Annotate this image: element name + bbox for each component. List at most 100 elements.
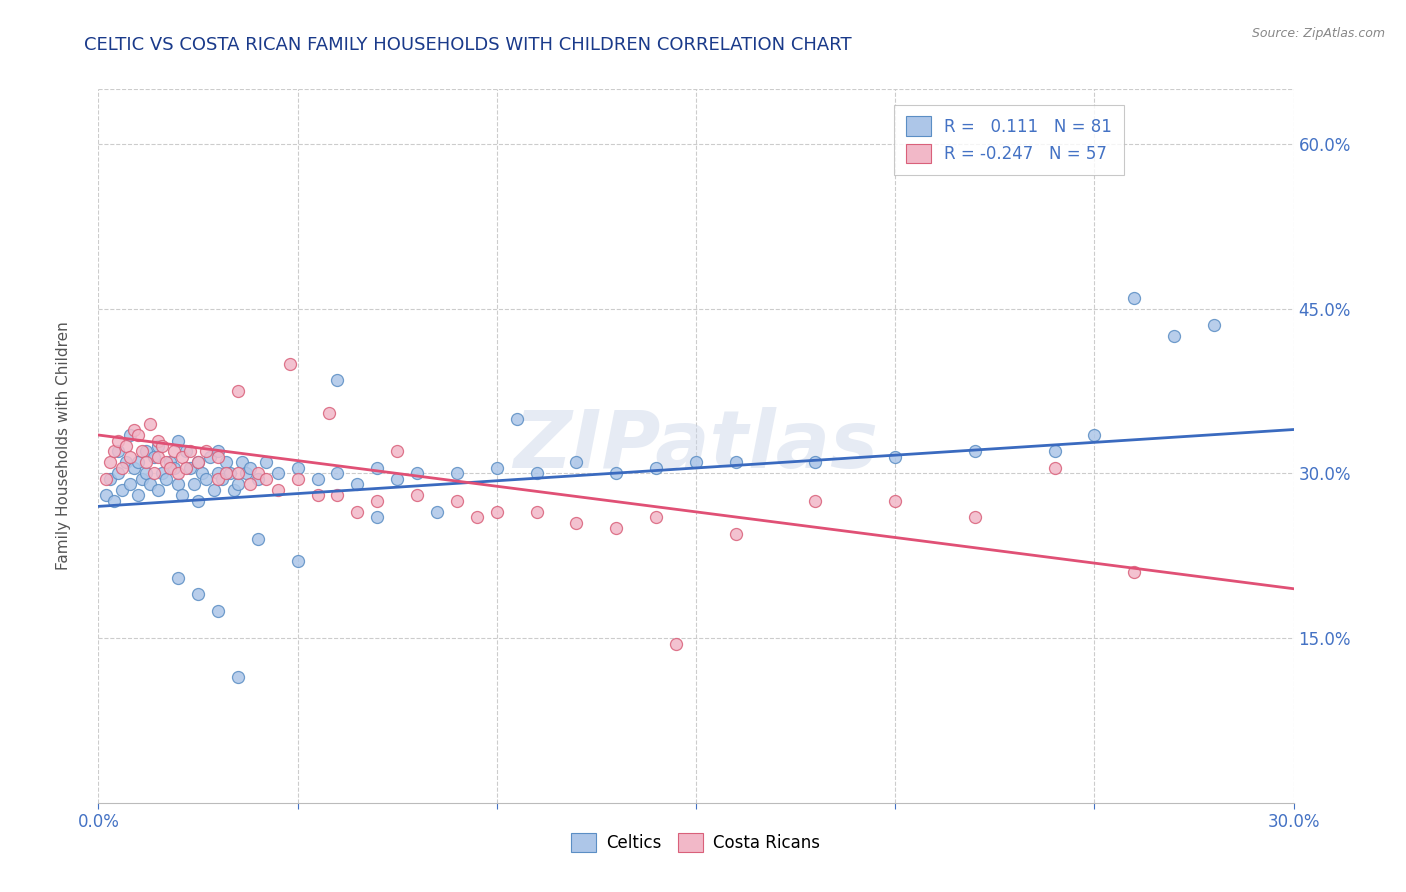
Point <box>120 450 142 464</box>
Point <box>131 444 153 458</box>
Point <box>131 472 153 486</box>
Point <box>254 472 277 486</box>
Point <box>174 461 197 475</box>
Point <box>115 455 138 469</box>
Point <box>222 483 245 497</box>
Point <box>103 444 125 458</box>
Point <box>645 461 668 475</box>
Point <box>246 467 269 481</box>
Point <box>163 461 186 475</box>
Point <box>120 428 142 442</box>
Point <box>96 472 118 486</box>
Point <box>148 450 170 464</box>
Point <box>346 477 368 491</box>
Point <box>366 510 388 524</box>
Point <box>207 604 229 618</box>
Text: Source: ZipAtlas.com: Source: ZipAtlas.com <box>1251 27 1385 40</box>
Point <box>155 455 177 469</box>
Point <box>287 461 309 475</box>
Point <box>139 417 162 431</box>
Point <box>148 439 170 453</box>
Point <box>963 444 986 458</box>
Point <box>139 477 162 491</box>
Text: Family Households with Children: Family Households with Children <box>56 322 70 570</box>
Point <box>187 455 209 469</box>
Point <box>150 467 173 481</box>
Point <box>1043 461 1066 475</box>
Text: ZIPatlas: ZIPatlas <box>513 407 879 485</box>
Point <box>724 455 747 469</box>
Point <box>685 455 707 469</box>
Point <box>645 510 668 524</box>
Point <box>446 494 468 508</box>
Point <box>98 455 122 469</box>
Point <box>148 483 170 497</box>
Point <box>124 423 146 437</box>
Point <box>605 521 627 535</box>
Point <box>1083 428 1105 442</box>
Point <box>187 455 209 469</box>
Point <box>385 444 409 458</box>
Point <box>307 488 329 502</box>
Point <box>318 406 340 420</box>
Point <box>198 450 221 464</box>
Point <box>665 637 688 651</box>
Point <box>254 455 277 469</box>
Point <box>1123 566 1146 580</box>
Point <box>406 488 429 502</box>
Point <box>215 455 238 469</box>
Point <box>174 444 197 458</box>
Point <box>485 505 508 519</box>
Point <box>267 467 290 481</box>
Point <box>127 455 149 469</box>
Point <box>246 472 269 486</box>
Point <box>195 472 218 486</box>
Point <box>446 467 468 481</box>
Point <box>278 357 301 371</box>
Point <box>565 516 588 530</box>
Point <box>155 472 177 486</box>
Point <box>211 472 233 486</box>
Point <box>226 467 249 481</box>
Point <box>167 477 190 491</box>
Point <box>963 510 986 524</box>
Point <box>179 444 201 458</box>
Point <box>191 467 214 481</box>
Point <box>565 455 588 469</box>
Point <box>167 571 190 585</box>
Point <box>207 444 229 458</box>
Point <box>167 434 190 448</box>
Point <box>111 483 134 497</box>
Point <box>183 477 205 491</box>
Legend: Celtics, Costa Ricans: Celtics, Costa Ricans <box>565 826 827 859</box>
Point <box>366 494 388 508</box>
Point <box>605 467 627 481</box>
Point <box>287 472 309 486</box>
Point <box>307 472 329 486</box>
Point <box>135 455 157 469</box>
Point <box>150 439 173 453</box>
Point <box>267 483 290 497</box>
Point <box>159 455 181 469</box>
Point <box>465 510 488 524</box>
Point <box>103 494 125 508</box>
Point <box>239 461 262 475</box>
Point <box>226 669 249 683</box>
Point <box>326 373 349 387</box>
Point <box>406 467 429 481</box>
Point <box>107 444 129 458</box>
Point <box>124 461 146 475</box>
Point <box>1163 329 1185 343</box>
Point <box>226 477 249 491</box>
Point <box>246 533 269 547</box>
Point <box>111 461 134 475</box>
Point <box>143 450 166 464</box>
Point <box>1043 444 1066 458</box>
Point <box>187 587 209 601</box>
Point <box>231 455 253 469</box>
Point <box>127 428 149 442</box>
Point <box>207 450 229 464</box>
Point <box>163 444 186 458</box>
Point <box>159 461 181 475</box>
Point <box>135 444 157 458</box>
